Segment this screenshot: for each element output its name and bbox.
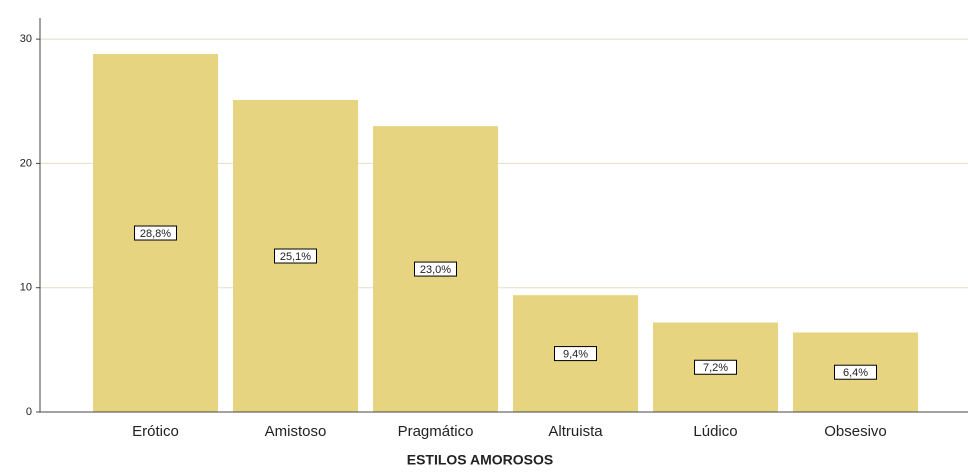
data-label-box [274,248,317,264]
data-label: 28,8% [140,228,171,240]
x-axis-title: ESTILOS AMOROSOS [407,452,554,468]
y-tick-label: 10 [20,282,32,294]
data-label: 7,2% [703,362,728,374]
y-tick-label: 0 [26,406,32,418]
data-label: 9,4% [563,348,588,360]
data-label: 25,1% [280,251,311,263]
x-tick-label: Erótico [132,423,179,440]
y-tick-label: 20 [20,157,32,169]
data-label: 23,0% [420,264,451,276]
data-label-box [694,359,737,375]
data-label-box [554,346,597,362]
data-label-box [414,261,457,277]
data-label-box [134,225,177,241]
x-tick-label: Pragmático [398,423,474,440]
data-label: 6,4% [843,367,868,379]
data-label-box [834,364,877,380]
x-tick-label: Lúdico [693,423,737,440]
x-tick-label: Obsesivo [824,423,887,440]
y-tick-label: 30 [20,33,32,45]
x-tick-label: Altruista [548,423,603,440]
x-tick-label: Amistoso [265,423,327,440]
